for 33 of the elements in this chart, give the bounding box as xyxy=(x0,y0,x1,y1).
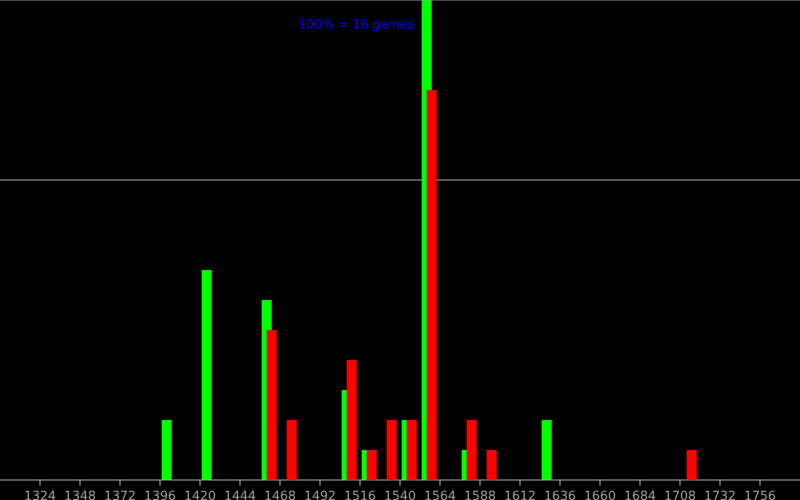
bar xyxy=(686,450,697,480)
x-tick-label: 1540 xyxy=(385,490,416,500)
bar xyxy=(486,450,497,480)
x-tick-label: 1444 xyxy=(225,490,256,500)
x-tick-label: 1612 xyxy=(505,490,535,500)
bar xyxy=(426,90,437,480)
x-tick-label: 1708 xyxy=(665,490,696,500)
bar xyxy=(286,420,297,480)
x-tick-label: 1348 xyxy=(65,490,96,500)
x-tick-label: 1732 xyxy=(705,490,735,500)
bar xyxy=(366,450,377,480)
bar xyxy=(542,420,552,480)
x-tick-label: 1660 xyxy=(585,490,616,500)
bar xyxy=(202,270,212,480)
x-tick-label: 1468 xyxy=(265,490,296,500)
x-tick-label: 1564 xyxy=(425,490,456,500)
bar xyxy=(466,420,477,480)
x-tick-label: 1588 xyxy=(465,490,496,500)
bar xyxy=(162,420,172,480)
x-tick-label: 1516 xyxy=(345,490,376,500)
x-tick-label: 1684 xyxy=(625,490,656,500)
bar xyxy=(406,420,417,480)
x-tick-label: 1396 xyxy=(145,490,176,500)
x-tick-label: 1420 xyxy=(185,490,216,500)
x-tick-label: 1756 xyxy=(745,490,776,500)
x-tick-label: 1636 xyxy=(545,490,576,500)
x-tick-label: 1324 xyxy=(25,490,56,500)
annotation: 100% = 16 games xyxy=(299,19,414,32)
x-tick-label: 1492 xyxy=(305,490,335,500)
x-tick-label: 1372 xyxy=(105,490,135,500)
bar xyxy=(266,330,277,480)
bar xyxy=(346,360,357,480)
bar xyxy=(386,420,397,480)
